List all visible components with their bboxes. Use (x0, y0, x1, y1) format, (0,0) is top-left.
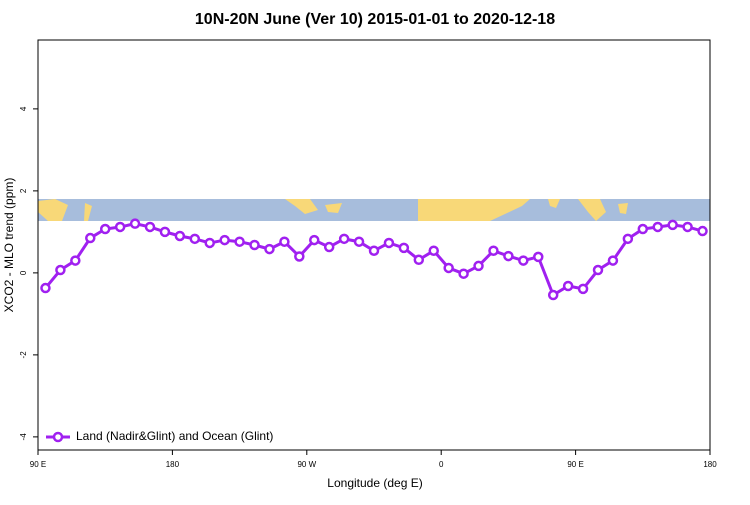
point (458, 268, 469, 279)
point (518, 255, 529, 266)
point (204, 237, 215, 249)
y-tick-label: -2 (19, 351, 28, 359)
chart-title: 10N-20N June (Ver 10) 2015-01-01 to 2020… (195, 11, 555, 28)
x-tick-label: 0 (439, 460, 444, 469)
point (667, 219, 678, 231)
point (488, 245, 499, 256)
point (159, 226, 171, 238)
point (99, 223, 111, 235)
point (189, 233, 201, 245)
legend-point (52, 431, 64, 443)
point (533, 251, 544, 263)
point (279, 236, 290, 247)
x-axis-label: Longitude (deg E) (327, 476, 422, 490)
point (682, 221, 693, 233)
point (622, 233, 634, 245)
point (398, 242, 410, 254)
point (652, 221, 663, 233)
x-tick-label: 180 (703, 460, 717, 469)
point (309, 234, 320, 246)
legend-label: Land (Nadir&Glint) and Ocean (Glint) (76, 429, 273, 443)
x-tick-label: 90 W (297, 460, 316, 469)
point (562, 280, 574, 292)
y-tick-label: 0 (19, 270, 28, 275)
point (249, 239, 260, 251)
y-axis-label: XCO2 - MLO trend (ppm) (2, 178, 16, 313)
point (353, 236, 365, 247)
point (85, 232, 96, 244)
point (592, 264, 604, 276)
point (114, 221, 126, 233)
point (473, 260, 484, 272)
point (547, 289, 559, 301)
point (383, 237, 395, 249)
point (413, 254, 425, 266)
x-tick-label: 90 E (567, 460, 583, 469)
point (428, 245, 439, 256)
point (174, 230, 186, 242)
x-tick-label: 90 E (30, 460, 46, 469)
point (323, 241, 335, 253)
y-tick-label: -4 (19, 433, 28, 441)
x-tick-label: 180 (166, 460, 180, 469)
point (577, 283, 589, 295)
point (234, 236, 245, 247)
point (40, 282, 51, 294)
series-line (44, 222, 703, 298)
point (503, 250, 514, 262)
point (443, 262, 454, 274)
point (70, 255, 81, 266)
point (697, 225, 708, 237)
y-tick-label: 2 (19, 188, 28, 193)
point (338, 233, 350, 245)
point (637, 223, 649, 235)
y-tick-label: 4 (19, 106, 28, 111)
point (264, 243, 275, 255)
point (144, 221, 156, 233)
point (607, 255, 619, 266)
point (219, 234, 230, 246)
point (129, 218, 141, 229)
map-strip (38, 199, 710, 221)
plot-frame (37, 39, 711, 451)
point (368, 245, 380, 256)
point (55, 264, 66, 276)
point (294, 251, 305, 262)
